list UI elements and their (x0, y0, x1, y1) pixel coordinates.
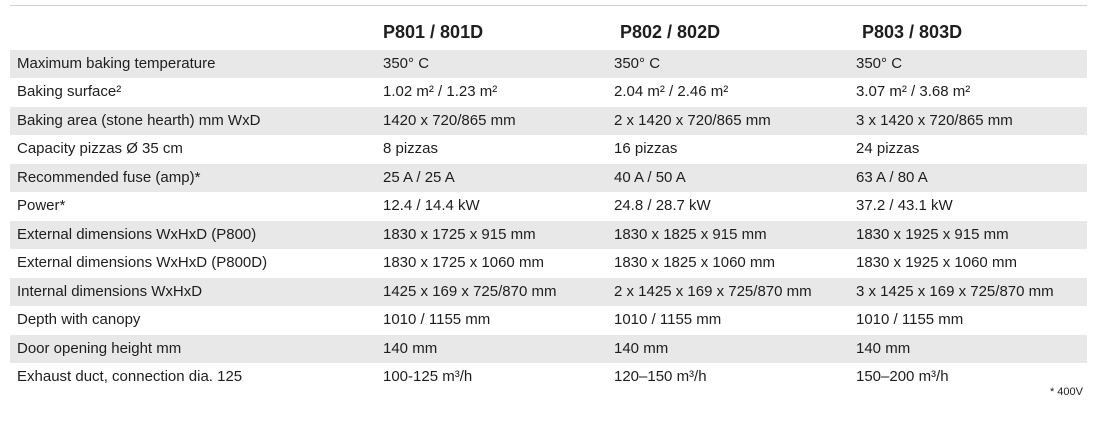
cell-value: 12.4 / 14.4 kW (383, 197, 480, 215)
row-label: Baking surface² (17, 83, 122, 101)
cell-value: 1010 / 1155 mm (614, 311, 722, 329)
table-row: Baking surface² 1.02 m² / 1.23 m² 2.04 m² … (10, 78, 1087, 106)
cell-value: 120–150 m³/h (614, 367, 707, 385)
cell-value: 350° C (614, 55, 661, 72)
cell-value: 37.2 / 43.1 kW (856, 197, 953, 215)
table-row: Recommended fuse (amp)* 25 A / 25 A 40 A /… (10, 163, 1087, 192)
cell-value: 140 mm (383, 339, 438, 357)
cell-value: 3 x 1420 x 720/865 mm (856, 111, 1013, 129)
cell-value: 16 pizzas (614, 140, 678, 158)
column-header: P802 / 802D (620, 22, 721, 42)
row-label: Baking area (stone hearth) mm WxD (17, 111, 261, 129)
table-row: External dimensions WxHxD (P800D) 1830 x … (10, 249, 1087, 277)
cell-value: 140 mm (614, 339, 669, 357)
table-row: Capacity pizzas Ø 35 cm 8 pizzas 16 pizzas… (10, 135, 1087, 163)
table-row: Depth with canopy 1010 / 1155 mm 1010 / 11… (10, 306, 1087, 334)
row-label: Exhaust duct, connection dia. 125 (17, 367, 243, 385)
cell-value: 150–200 m³/h (856, 367, 949, 385)
column-header: P801 / 801D (383, 22, 484, 42)
table-row: Door opening height mm 140 mm 140 mm 140 mm (10, 334, 1087, 363)
cell-value: 1830 x 1825 x 915 mm (614, 225, 767, 243)
table-row: Exhaust duct, connection dia. 125 100-125… (10, 363, 1087, 391)
cell-value: 1830 x 1925 x 915 mm (856, 225, 1009, 243)
row-label: Power* (17, 197, 66, 215)
column-header: P803 / 803D (862, 22, 963, 42)
row-label: Maximum baking temperature (17, 55, 216, 72)
table-row: Maximum baking temperature 350° C 350° C 35… (10, 50, 1087, 78)
row-label: Door opening height mm (17, 339, 182, 357)
cell-value: 40 A / 50 A (614, 168, 686, 186)
footnote: * 400V (1049, 386, 1083, 398)
row-label: Depth with canopy (17, 311, 141, 329)
cell-value: 3 x 1425 x 169 x 725/870 mm (856, 282, 1054, 300)
cell-value: 1.02 m² / 1.23 m² (383, 83, 498, 101)
cell-value: 2 x 1425 x 169 x 725/870 mm (614, 282, 812, 300)
table-row: Internal dimensions WxHxD 1425 x 169 x 72… (10, 277, 1087, 306)
cell-value: 24.8 / 28.7 kW (614, 197, 711, 215)
cell-value: 24 pizzas (856, 140, 920, 158)
table-row: Power* 12.4 / 14.4 kW 24.8 / 28.7 kW 37.2 /… (10, 192, 1087, 220)
cell-value: 25 A / 25 A (383, 168, 455, 186)
row-label: External dimensions WxHxD (P800D) (17, 254, 268, 272)
cell-value: 350° C (856, 55, 903, 72)
cell-value: 63 A / 80 A (856, 168, 928, 186)
cell-value: 1420 x 720/865 mm (383, 111, 516, 129)
cell-value: 3.07 m² / 3.68 m² (856, 83, 971, 101)
cell-value: 1010 / 1155 mm (856, 311, 964, 329)
cell-value: 350° C (383, 55, 430, 72)
table-row: External dimensions WxHxD (P800) 1830 x 1… (10, 220, 1087, 249)
cell-value: 140 mm (856, 339, 911, 357)
table-row: Baking area (stone hearth) mm WxD 1420 x … (10, 106, 1087, 135)
row-label: Capacity pizzas Ø 35 cm (17, 140, 183, 158)
cell-value: 8 pizzas (383, 140, 439, 158)
cell-value: 2 x 1420 x 720/865 mm (614, 111, 771, 129)
cell-value: 1425 x 169 x 725/870 mm (383, 282, 557, 300)
top-rule (10, 5, 1087, 6)
cell-value: 1830 x 1725 x 915 mm (383, 225, 536, 243)
row-label: External dimensions WxHxD (P800) (17, 225, 257, 243)
cell-value: 1010 / 1155 mm (383, 311, 491, 329)
cell-value: 100-125 m³/h (383, 367, 473, 385)
cell-value: 2.04 m² / 2.46 m² (614, 83, 729, 101)
cell-value: 1830 x 1925 x 1060 mm (856, 254, 1017, 272)
cell-value: 1830 x 1825 x 1060 mm (614, 254, 775, 272)
row-label: Internal dimensions WxHxD (17, 282, 203, 300)
row-label: Recommended fuse (amp)* (17, 168, 201, 186)
cell-value: 1830 x 1725 x 1060 mm (383, 254, 544, 272)
